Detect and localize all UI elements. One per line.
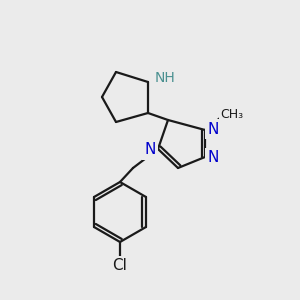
Text: N: N	[207, 122, 219, 136]
Text: CH₃: CH₃	[220, 109, 244, 122]
Text: NH: NH	[154, 71, 176, 85]
Text: Cl: Cl	[112, 259, 128, 274]
Text: N: N	[207, 151, 219, 166]
Text: N: N	[144, 142, 156, 158]
